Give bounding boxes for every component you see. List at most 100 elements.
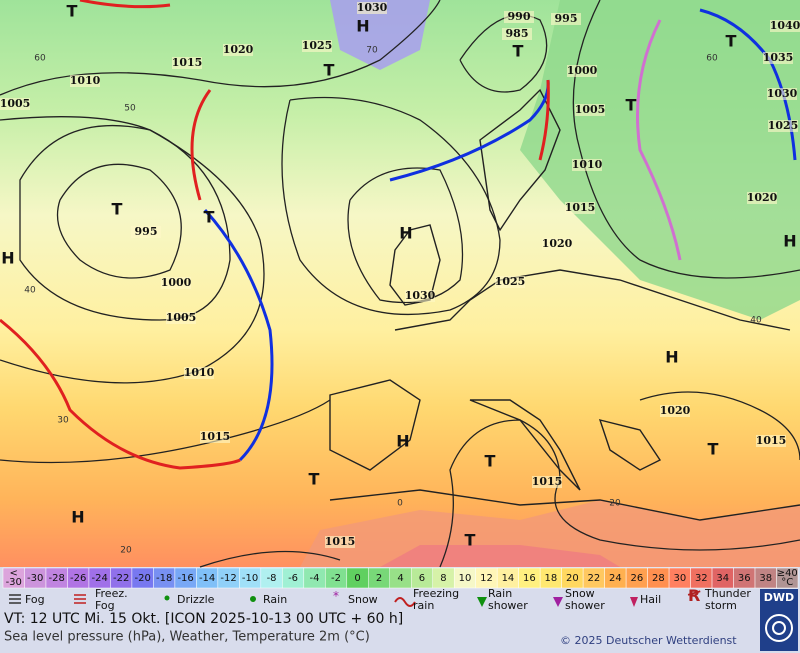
scale-label: -22 xyxy=(113,573,129,584)
grid-label: 30 xyxy=(57,416,69,426)
coastlines xyxy=(329,88,800,521)
cold-front xyxy=(389,79,550,182)
scale-label: 36 xyxy=(738,573,751,584)
pressure-center: T xyxy=(626,96,637,115)
scale-label: 18 xyxy=(545,573,558,584)
pressure-center: T xyxy=(324,61,335,80)
scale-label: -24 xyxy=(92,573,108,584)
scale-label: -26 xyxy=(70,573,86,584)
snow-shower-icon xyxy=(553,597,563,607)
cold-front xyxy=(203,208,274,462)
pressure-label: 1000 xyxy=(161,276,192,289)
scale-label: 8 xyxy=(440,573,446,584)
grid-label: 20 xyxy=(609,499,621,509)
scale-label: < xyxy=(10,568,18,579)
scale-label: 14 xyxy=(502,573,515,584)
pressure-center: T xyxy=(112,200,123,219)
label-bg xyxy=(770,20,800,32)
very-cold-area xyxy=(330,0,430,70)
pressure-label: 1040 xyxy=(770,19,800,32)
legend-label: Rain xyxy=(488,587,512,600)
cold-area xyxy=(520,0,800,320)
pressure-label: 1015 xyxy=(756,434,787,447)
pressure-label: 1035 xyxy=(763,51,794,64)
pressure-center: T xyxy=(708,440,719,459)
pressure-label: 990 xyxy=(508,10,531,23)
pressure-label: 1030 xyxy=(767,87,798,100)
scale-label: -10 xyxy=(242,573,258,584)
scale-label: 6 xyxy=(419,573,425,584)
scale-label: 4 xyxy=(397,573,403,584)
label-bg xyxy=(70,75,100,87)
pressure-label: 1015 xyxy=(565,201,596,214)
scale-label: -16 xyxy=(177,573,193,584)
label-bg xyxy=(660,405,690,417)
rain-icon xyxy=(250,596,256,602)
pressure-center: H xyxy=(1,249,14,268)
pressure-center: H xyxy=(396,432,409,451)
pressure-label: 1015 xyxy=(532,475,563,488)
pressure-label: 1015 xyxy=(200,430,231,443)
pressure-label: 1025 xyxy=(495,275,526,288)
label-bg xyxy=(567,65,597,77)
grid-label: 40 xyxy=(750,316,762,326)
pressure-center: T xyxy=(67,2,78,21)
label-bg xyxy=(502,28,532,40)
pressure-label: 1015 xyxy=(325,535,356,548)
label-bg xyxy=(542,238,572,250)
label-bg xyxy=(495,276,525,288)
pressure-label: 995 xyxy=(555,12,578,25)
label-bg xyxy=(131,226,161,238)
pressure-label: 995 xyxy=(135,225,158,238)
occluded-front xyxy=(636,19,682,261)
weather-legend: * Ꞧ Fog Freez.Fog Drizzle Rain Snow Freezingr… xyxy=(9,586,751,612)
label-bg xyxy=(302,40,332,52)
pressure-label: 1000 xyxy=(567,64,598,77)
freezing-fog-icon xyxy=(74,594,86,604)
warm-front xyxy=(538,79,550,161)
label-bg xyxy=(572,159,602,171)
logo-swirl xyxy=(772,621,786,635)
pressure-center: T xyxy=(204,208,215,227)
pressure-center: T xyxy=(309,470,320,489)
warm-front xyxy=(0,318,241,470)
grid-label: 40 xyxy=(24,286,36,296)
legend-label: Rain xyxy=(263,593,287,606)
scale-label: -12 xyxy=(220,573,236,584)
scale-label: 20 xyxy=(566,573,579,584)
scale-label: 10 xyxy=(459,573,472,584)
warm-front xyxy=(190,89,212,201)
pressure-center: H xyxy=(665,348,678,367)
pressure-label: 1020 xyxy=(660,404,691,417)
pressure-label: 1010 xyxy=(184,366,215,379)
legend-label: Fog xyxy=(95,599,115,612)
logo-text: DWD xyxy=(764,591,794,604)
label-bg xyxy=(565,202,595,214)
legend-label: shower xyxy=(565,599,605,612)
color-scale: <-30 -30 -28 -26 -24 -22 -20 -18 -16 -14 -12 -10 -8-… xyxy=(2,567,799,589)
legend-label: Fog xyxy=(25,593,45,606)
pressure-label: 1020 xyxy=(542,237,573,250)
scale-label: 26 xyxy=(630,573,643,584)
thunderstorm-icon: Ꞧ xyxy=(687,586,701,605)
label-bg xyxy=(504,11,534,23)
scale-label: -30 xyxy=(6,577,22,588)
pressure-center: T xyxy=(465,531,476,550)
scale-label: 0 xyxy=(354,573,360,584)
label-bg xyxy=(200,431,230,443)
label-bg xyxy=(551,13,581,25)
pressure-center: H xyxy=(783,232,796,251)
fog-icon xyxy=(9,594,21,604)
pressure-center: H xyxy=(71,508,84,527)
logo-swirl xyxy=(765,614,793,642)
map-labels: 1030 1020 1025 1015 1010 1005 995 1000 1005 1010 1… xyxy=(0,1,800,556)
legend-label: Freezing xyxy=(413,587,459,600)
grid-label: 60 xyxy=(34,54,46,64)
scale-label: -14 xyxy=(199,573,215,584)
valid-time: VT: 12 UTC Mi. 15 Okt. [ICON 2025-10-13 … xyxy=(4,611,403,627)
legend-label: Hail xyxy=(640,593,661,606)
drizzle-icon xyxy=(164,595,170,601)
label-bg xyxy=(0,98,30,110)
pressure-label: 1020 xyxy=(223,43,254,56)
